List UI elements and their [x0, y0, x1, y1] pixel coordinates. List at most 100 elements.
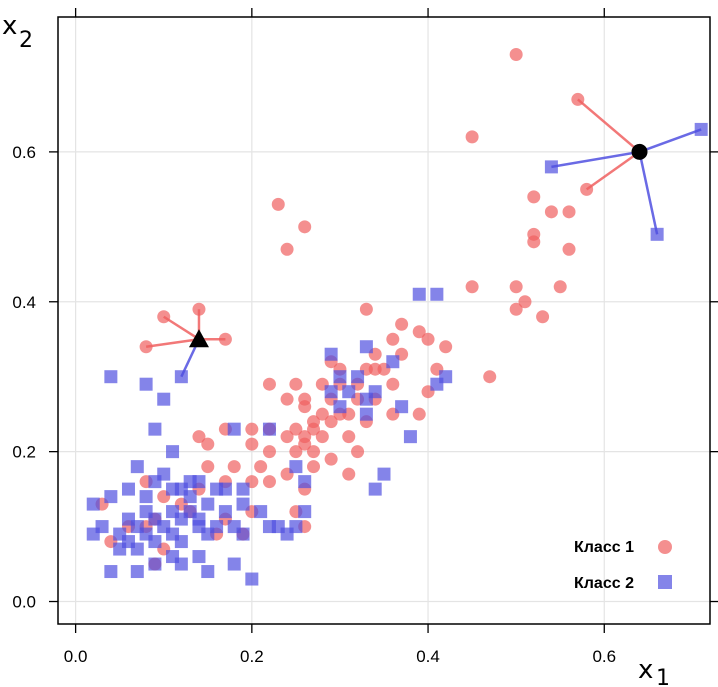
point-class1 [536, 310, 550, 324]
point-class1 [483, 370, 497, 384]
point-class1 [465, 280, 479, 294]
legend: Класс 1 Класс 2 [574, 539, 672, 592]
point-class2 [280, 527, 294, 541]
legend-marker-class1 [658, 540, 672, 554]
point-class2 [351, 370, 365, 384]
point-class1 [359, 302, 373, 316]
neighbor-line [163, 315, 200, 341]
point-class1 [315, 407, 329, 421]
neighbor-line [577, 98, 641, 153]
point-class1 [342, 467, 356, 481]
point-class2 [174, 535, 188, 549]
data-points [86, 47, 708, 586]
point-class2 [174, 370, 188, 384]
point-class1 [351, 445, 365, 459]
point-class1 [262, 377, 276, 391]
point-class2 [192, 550, 206, 564]
point-class2 [386, 355, 400, 369]
point-class1 [465, 130, 479, 144]
point-class1 [298, 400, 312, 414]
point-class2 [289, 460, 303, 474]
svg-text:x: x [638, 655, 653, 685]
axis-ticks [49, 8, 718, 633]
grid [58, 17, 710, 624]
legend-label-class2: Класс 2 [574, 575, 634, 592]
point-class2 [377, 467, 391, 481]
svg-text:x: x [2, 11, 17, 41]
point-class2 [359, 340, 373, 354]
neighbor-line [638, 151, 659, 235]
point-class2 [148, 422, 162, 436]
point-class1 [262, 445, 276, 459]
point-class2 [245, 572, 259, 586]
point-class2 [403, 430, 417, 444]
point-class2 [262, 422, 276, 436]
point-class1 [386, 332, 400, 346]
point-class2 [218, 482, 232, 496]
point-class1 [553, 280, 567, 294]
point-class1 [412, 325, 426, 339]
neighbor-line [639, 128, 702, 154]
point-class1 [157, 310, 171, 324]
point-class1 [562, 242, 576, 256]
legend-marker-class2 [658, 575, 672, 589]
x-tick-label: 0.6 [592, 647, 616, 666]
point-class1 [395, 317, 409, 331]
point-class1 [342, 430, 356, 444]
point-class1 [307, 422, 321, 436]
point-class2 [236, 497, 250, 511]
point-class2 [694, 122, 708, 136]
x-tick-label: 0.4 [416, 647, 440, 666]
point-class2 [148, 557, 162, 571]
point-class1 [307, 445, 321, 459]
point-class2 [368, 385, 382, 399]
plot-frame [57, 16, 711, 625]
y-tick-label: 0.2 [12, 443, 36, 462]
point-class1 [280, 392, 294, 406]
point-class2 [104, 370, 118, 384]
point-class1 [509, 280, 523, 294]
point-class1 [245, 437, 259, 451]
point-class2 [333, 400, 347, 414]
point-class1 [192, 430, 206, 444]
neighbor-line [551, 150, 640, 169]
point-class1 [201, 437, 215, 451]
point-class1 [262, 475, 276, 489]
point-class2 [166, 445, 180, 459]
point-class2 [544, 160, 558, 174]
point-class1 [571, 92, 585, 106]
point-class2 [130, 565, 144, 579]
point-class1 [298, 220, 312, 234]
point-class2 [430, 287, 444, 301]
neighbor-line [585, 150, 641, 191]
point-class2 [368, 482, 382, 496]
point-class1 [324, 415, 338, 429]
point-class2 [218, 505, 232, 519]
point-class1 [509, 302, 523, 316]
point-class2 [395, 400, 409, 414]
point-class2 [298, 475, 312, 489]
point-class1 [254, 460, 268, 474]
point-class1 [245, 422, 259, 436]
point-class1 [139, 340, 153, 354]
point-class2 [174, 557, 188, 571]
point-class2 [148, 535, 162, 549]
x-tick-label: 0.0 [64, 647, 88, 666]
x-tick-label: 0.2 [240, 647, 264, 666]
point-class1 [227, 460, 241, 474]
point-class2 [148, 475, 162, 489]
point-class2 [201, 497, 215, 511]
point-class2 [254, 505, 268, 519]
point-class1 [218, 332, 232, 346]
point-class1 [298, 437, 312, 451]
point-class2 [104, 565, 118, 579]
point-class2 [139, 490, 153, 504]
point-class2 [157, 392, 171, 406]
point-class1 [201, 460, 215, 474]
svg-text:2: 2 [19, 28, 33, 53]
point-class2 [130, 460, 144, 474]
y-tick-label: 0.4 [12, 293, 36, 312]
point-class1 [324, 452, 338, 466]
point-class1 [527, 235, 541, 249]
point-class1 [315, 430, 329, 444]
